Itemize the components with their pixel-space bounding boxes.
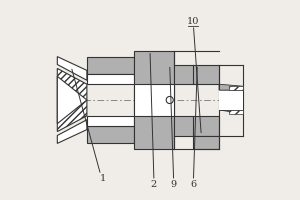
Text: 1: 1	[100, 174, 106, 183]
Polygon shape	[134, 84, 174, 116]
Polygon shape	[219, 110, 243, 114]
Polygon shape	[219, 84, 243, 90]
Polygon shape	[229, 86, 243, 90]
Text: 10: 10	[187, 17, 200, 26]
Text: 6: 6	[190, 180, 196, 189]
Polygon shape	[87, 74, 134, 84]
Polygon shape	[174, 116, 219, 136]
Text: 2: 2	[151, 180, 157, 189]
Polygon shape	[57, 57, 87, 80]
Polygon shape	[134, 51, 174, 149]
Polygon shape	[57, 68, 87, 132]
Polygon shape	[229, 110, 243, 114]
Polygon shape	[57, 76, 87, 124]
Polygon shape	[87, 126, 134, 143]
Polygon shape	[194, 136, 219, 149]
Polygon shape	[57, 120, 87, 143]
Polygon shape	[87, 57, 134, 74]
Polygon shape	[219, 90, 243, 110]
Text: 9: 9	[171, 180, 177, 189]
Polygon shape	[174, 64, 219, 84]
Polygon shape	[87, 116, 134, 126]
